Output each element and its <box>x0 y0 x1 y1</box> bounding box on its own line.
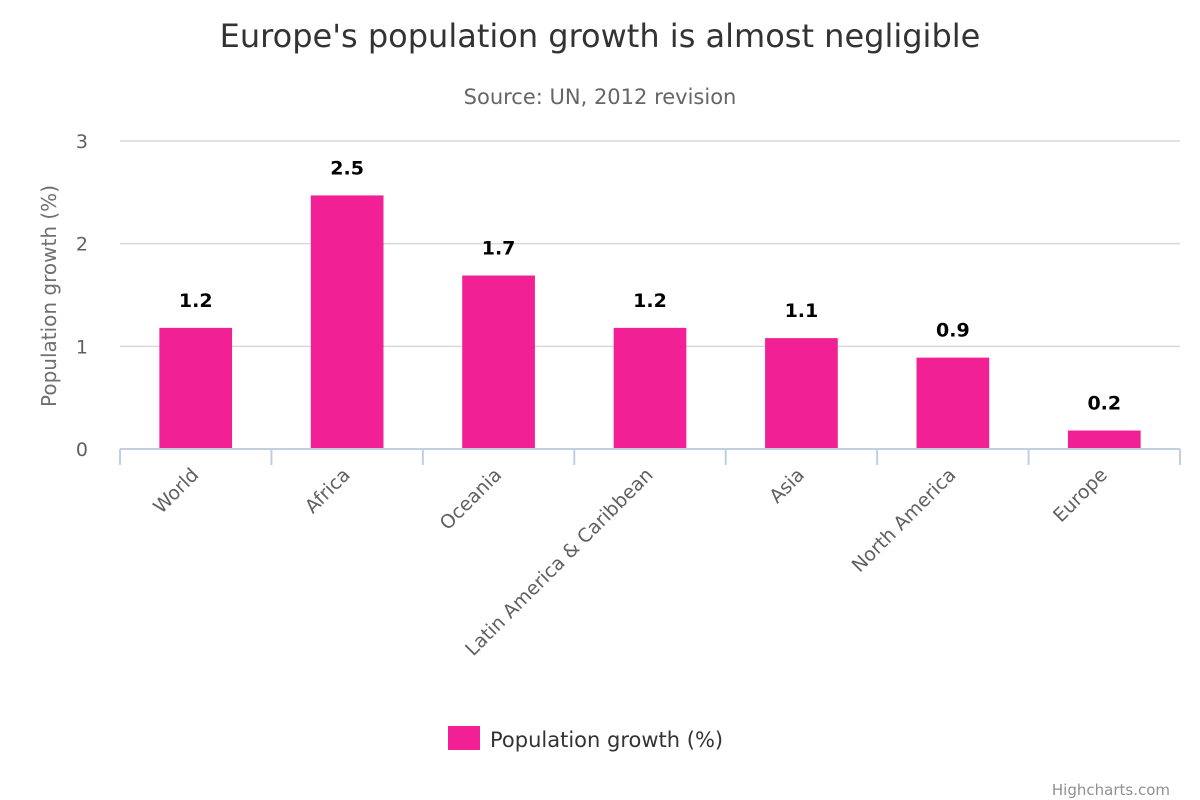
data-label: 2.5 <box>330 157 364 179</box>
y-tick-label: 2 <box>76 234 88 256</box>
x-tick-label: World <box>149 464 203 518</box>
data-label: 0.9 <box>936 320 970 342</box>
bar[interactable] <box>765 338 838 449</box>
data-label: 1.1 <box>785 300 819 322</box>
chart-subtitle: Source: UN, 2012 revision <box>464 85 737 109</box>
credits-link[interactable]: Highcharts.com <box>1052 781 1170 799</box>
x-tick-label: North America <box>848 464 961 577</box>
x-tick-label: Europe <box>1049 464 1112 527</box>
x-axis <box>119 448 1181 465</box>
x-tick-label: Oceania <box>436 464 507 535</box>
x-tick-label: Africa <box>301 464 355 518</box>
data-labels: 1.2 2.5 1.7 1.2 1.1 0.9 0.2 <box>179 157 1121 414</box>
data-label: 0.2 <box>1087 393 1121 415</box>
y-tick-label: 1 <box>76 336 88 358</box>
grid-lines <box>120 140 1180 348</box>
legend-label[interactable]: Population growth (%) <box>490 728 723 752</box>
data-label: 1.2 <box>633 290 667 312</box>
legend-swatch[interactable] <box>448 726 480 750</box>
data-label: 1.7 <box>482 237 516 259</box>
bar[interactable] <box>159 327 233 449</box>
bar-series <box>159 195 1141 449</box>
bar[interactable] <box>310 195 384 449</box>
bar[interactable] <box>613 327 687 449</box>
y-axis-title: Population growth (%) <box>37 185 61 407</box>
x-tick-label: Asia <box>765 464 809 508</box>
data-label: 1.2 <box>179 290 213 312</box>
y-axis-ticks: 0 1 2 3 <box>76 131 88 461</box>
legend[interactable]: Population growth (%) <box>448 726 723 752</box>
chart-title: Europe's population growth is almost neg… <box>220 17 981 55</box>
y-tick-label: 0 <box>76 439 88 461</box>
y-tick-label: 3 <box>76 131 88 153</box>
bar[interactable] <box>916 357 990 449</box>
bar[interactable] <box>1067 430 1141 449</box>
bar[interactable] <box>462 275 535 449</box>
